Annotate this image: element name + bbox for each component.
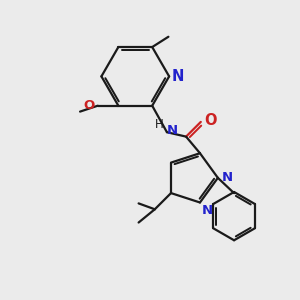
- Text: N: N: [166, 124, 178, 137]
- Text: N: N: [221, 171, 233, 184]
- Text: O: O: [204, 113, 217, 128]
- Text: N: N: [172, 69, 184, 84]
- Text: O: O: [83, 99, 94, 112]
- Text: H: H: [155, 118, 164, 131]
- Text: N: N: [201, 204, 213, 217]
